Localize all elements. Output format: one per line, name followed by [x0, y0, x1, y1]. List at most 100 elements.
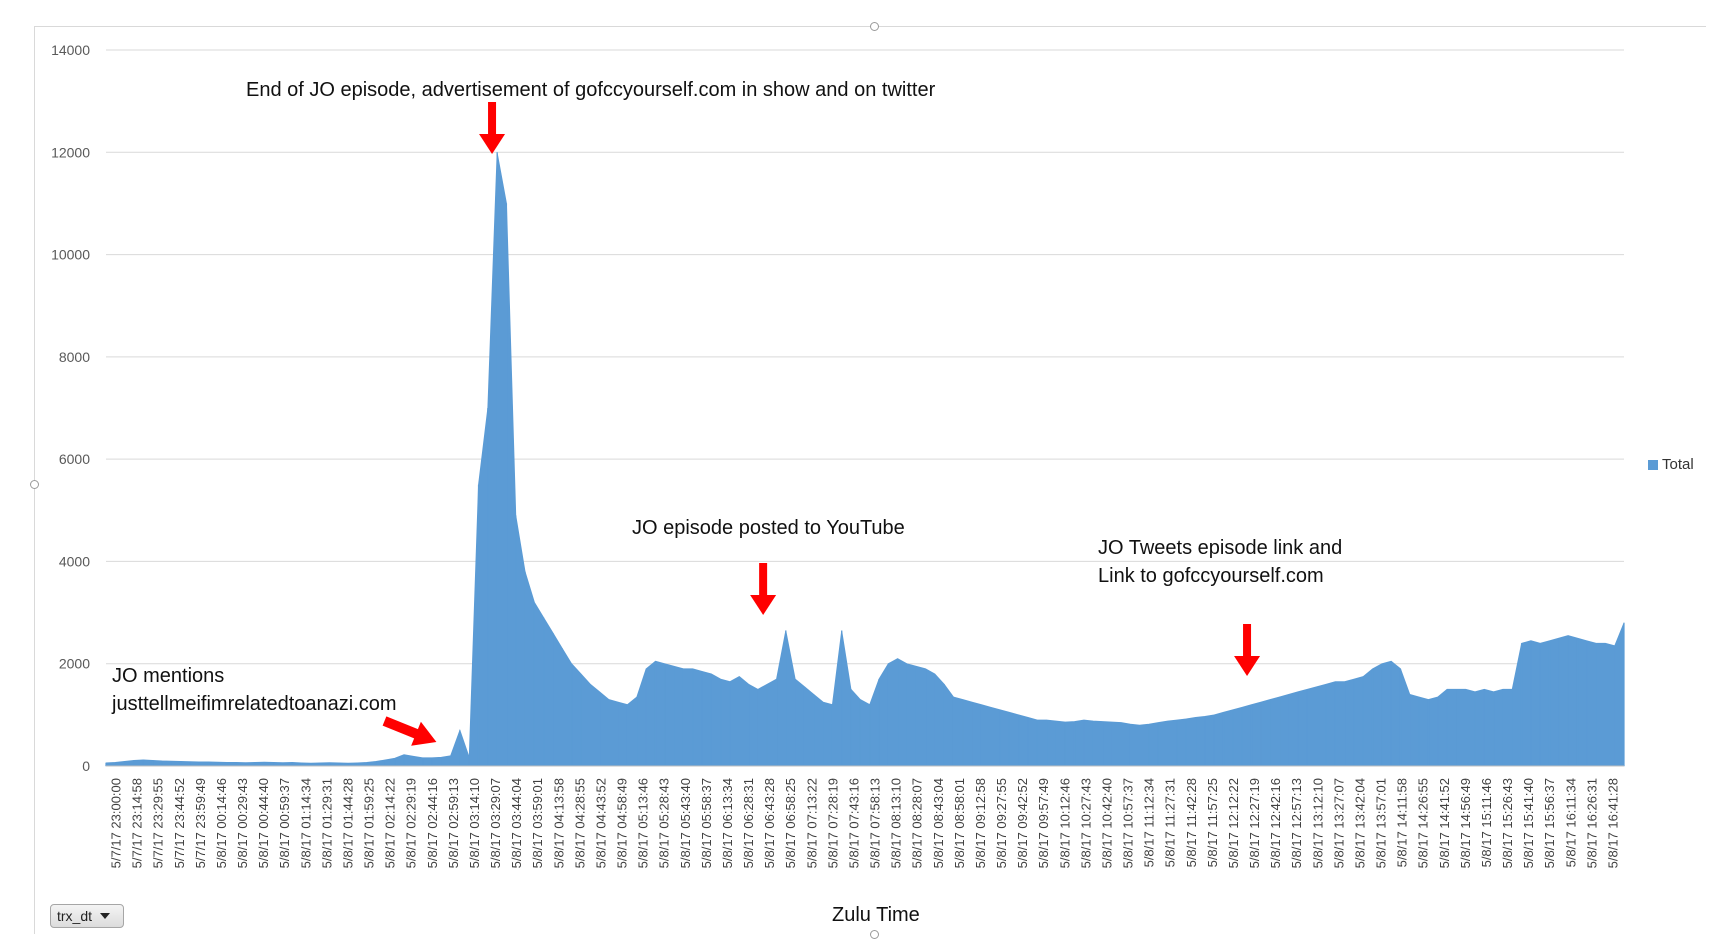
x-tick-label: 5/8/17 12:57:13 — [1289, 778, 1304, 868]
x-tick-label: 5/8/17 13:57:01 — [1374, 778, 1389, 868]
x-tick-label: 5/8/17 09:57:49 — [1036, 778, 1051, 868]
x-tick-label: 5/8/17 03:44:04 — [509, 778, 524, 868]
x-tick-label: 5/7/17 23:14:58 — [130, 778, 145, 868]
y-tick-label: 14000 — [51, 42, 90, 58]
red-arrow-icon — [382, 716, 437, 746]
annotation-mentions-line-2: justtellmeifimrelatedtoanazi.com — [112, 693, 397, 715]
x-tick-label: 5/8/17 13:27:07 — [1331, 778, 1346, 868]
x-tick-label: 5/8/17 00:59:37 — [277, 778, 292, 868]
x-tick-label: 5/8/17 07:28:19 — [825, 778, 840, 868]
x-tick-label: 5/8/17 01:44:28 — [341, 778, 356, 868]
x-tick-label: 5/8/17 10:42:40 — [1100, 778, 1115, 868]
x-tick-label: 5/8/17 11:12:34 — [1142, 778, 1157, 867]
x-tick-label: 5/7/17 23:59:49 — [193, 778, 208, 868]
x-tick-label: 5/8/17 10:12:46 — [1057, 778, 1072, 868]
annotation-tweets-line-1: JO Tweets episode link and — [1098, 537, 1343, 559]
resize-handle-bottom[interactable] — [870, 930, 879, 939]
x-tick-label: 5/7/17 23:29:55 — [151, 778, 166, 868]
x-tick-label: 5/8/17 10:57:37 — [1121, 778, 1136, 868]
x-tick-label: 5/8/17 00:44:40 — [256, 778, 271, 868]
x-tick-label: 5/8/17 06:13:34 — [720, 778, 735, 868]
x-tick-label: 5/8/17 11:42:28 — [1184, 778, 1199, 867]
annotation-mentions: JO mentions justtellmeifimrelatedtoanazi… — [112, 662, 397, 718]
x-tick-label: 5/8/17 02:14:22 — [383, 778, 398, 868]
y-tick-label: 6000 — [59, 451, 90, 467]
x-tick-label: 5/8/17 11:57:25 — [1205, 778, 1220, 867]
x-tick-label: 5/8/17 11:27:31 — [1163, 778, 1178, 867]
x-tick-label: 5/8/17 14:41:52 — [1437, 778, 1452, 868]
x-tick-label: 5/8/17 13:12:10 — [1310, 778, 1325, 868]
x-tick-label: 5/8/17 02:44:16 — [425, 778, 440, 868]
x-tick-label: 5/8/17 16:26:31 — [1584, 778, 1599, 868]
x-tick-label: 5/8/17 14:26:55 — [1416, 778, 1431, 868]
x-tick-label: 5/8/17 04:13:58 — [551, 778, 566, 868]
red-arrow-icon — [479, 102, 506, 154]
x-tick-label: 5/8/17 04:58:49 — [615, 778, 630, 868]
x-tick-label: 5/8/17 07:58:13 — [868, 778, 883, 868]
x-tick-label: 5/7/17 23:00:00 — [109, 778, 124, 868]
resize-handle-left[interactable] — [30, 480, 39, 489]
red-arrow-icon — [750, 563, 777, 615]
x-tick-label: 5/8/17 01:59:25 — [362, 778, 377, 868]
legend-swatch — [1648, 459, 1658, 470]
x-tick-label: 5/8/17 07:13:22 — [804, 778, 819, 868]
y-tick-label: 2000 — [59, 656, 90, 672]
x-tick-label: 5/8/17 03:14:10 — [467, 778, 482, 868]
x-tick-label: 5/8/17 08:13:10 — [889, 778, 904, 868]
annotation-end-of-episode: End of JO episode, advertisement of gofc… — [246, 79, 936, 101]
annotation-mentions-line-1: JO mentions — [112, 665, 225, 687]
x-tick-label: 5/8/17 00:29:43 — [235, 778, 250, 868]
x-tick-label: 5/8/17 05:43:40 — [678, 778, 693, 868]
series-total-area — [105, 152, 1625, 767]
x-tick-label: 5/7/17 23:44:52 — [172, 778, 187, 868]
chart-legend: Total — [1648, 456, 1694, 473]
annotation-tweets: JO Tweets episode link and Link to gofcc… — [1098, 534, 1342, 590]
trx-dt-field-button[interactable]: trx_dt — [50, 904, 124, 928]
y-tick-label: 4000 — [59, 553, 90, 569]
x-tick-label: 5/8/17 15:26:43 — [1500, 778, 1515, 868]
x-tick-label: 5/8/17 15:41:40 — [1521, 778, 1536, 868]
x-tick-label: 5/8/17 06:58:25 — [783, 778, 798, 868]
x-tick-label: 5/8/17 04:28:55 — [572, 778, 587, 868]
red-arrow-icon — [1234, 624, 1261, 676]
x-tick-label: 5/8/17 06:43:28 — [762, 778, 777, 868]
x-tick-label: 5/8/17 14:56:49 — [1458, 778, 1473, 868]
x-tick-label: 5/8/17 03:29:07 — [488, 778, 503, 868]
field-button-label: trx_dt — [57, 908, 93, 924]
x-tick-label: 5/8/17 12:12:22 — [1226, 778, 1241, 868]
x-tick-label: 5/8/17 09:42:52 — [1015, 778, 1030, 868]
x-tick-label: 5/8/17 04:43:52 — [594, 778, 609, 868]
x-tick-label: 5/8/17 02:59:13 — [446, 778, 461, 868]
x-tick-label: 5/8/17 05:13:46 — [636, 778, 651, 868]
x-tick-label: 5/8/17 08:28:07 — [910, 778, 925, 868]
annotation-youtube: JO episode posted to YouTube — [632, 517, 905, 539]
resize-handle-top[interactable] — [870, 22, 879, 31]
x-tick-label: 5/8/17 15:56:37 — [1542, 778, 1557, 868]
y-tick-label: 10000 — [51, 247, 90, 263]
x-tick-label: 5/8/17 01:14:34 — [298, 778, 313, 868]
x-tick-label: 5/8/17 12:27:19 — [1247, 778, 1262, 868]
y-tick-label: 0 — [82, 758, 90, 774]
x-tick-label: 5/8/17 02:29:19 — [404, 778, 419, 868]
x-tick-label: 5/8/17 08:58:01 — [952, 778, 967, 868]
x-tick-label: 5/8/17 10:27:43 — [1078, 778, 1093, 868]
y-tick-label: 8000 — [59, 349, 90, 365]
annotation-tweets-line-2: Link to gofccyourself.com — [1098, 565, 1324, 587]
x-tick-label: 5/8/17 05:28:43 — [657, 778, 672, 868]
x-tick-label: 5/8/17 09:27:55 — [994, 778, 1009, 868]
x-tick-label: 5/8/17 00:14:46 — [214, 778, 229, 868]
x-axis-title: Zulu Time — [832, 904, 920, 926]
x-tick-label: 5/8/17 05:58:37 — [699, 778, 714, 868]
x-tick-label: 5/8/17 14:11:58 — [1395, 778, 1410, 867]
x-tick-label: 5/8/17 12:42:16 — [1268, 778, 1283, 868]
x-tick-label: 5/8/17 06:28:31 — [741, 778, 756, 868]
x-tick-label: 5/8/17 07:43:16 — [847, 778, 862, 868]
x-tick-label: 5/8/17 01:29:31 — [319, 778, 334, 868]
dropdown-caret-icon — [100, 913, 111, 919]
x-tick-label: 5/8/17 16:11:34 — [1563, 778, 1578, 867]
y-tick-label: 12000 — [51, 144, 90, 160]
x-tick-label: 5/8/17 08:43:04 — [931, 778, 946, 868]
x-tick-label: 5/8/17 03:59:01 — [530, 778, 545, 868]
x-tick-label: 5/8/17 09:12:58 — [973, 778, 988, 868]
